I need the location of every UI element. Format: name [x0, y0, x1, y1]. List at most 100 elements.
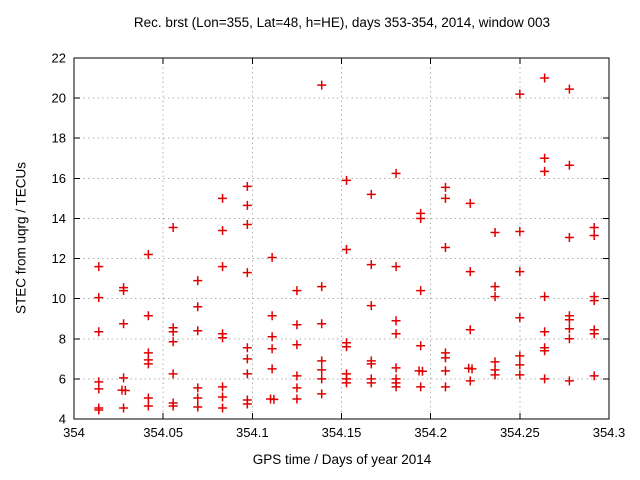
data-point-marker — [564, 376, 574, 386]
data-point-marker — [267, 344, 277, 354]
y-tick-label: 8 — [59, 331, 66, 346]
data-point-marker — [391, 363, 401, 373]
data-point-marker — [366, 189, 376, 199]
data-point-marker — [242, 181, 252, 191]
data-point-marker — [218, 225, 228, 235]
data-point-marker — [242, 200, 252, 210]
data-point-marker — [440, 182, 450, 192]
y-tick-label: 4 — [59, 412, 66, 427]
x-tick-label: 354.25 — [500, 425, 540, 440]
data-point-marker — [218, 382, 228, 392]
data-point-marker — [440, 366, 450, 376]
data-point-marker — [564, 160, 574, 170]
x-tick-label: 354.15 — [322, 425, 362, 440]
data-point-marker — [218, 403, 228, 413]
data-point-marker — [366, 260, 376, 270]
data-point-marker — [540, 292, 550, 302]
data-point-marker — [391, 382, 401, 392]
data-point-marker — [168, 222, 178, 232]
data-point-marker — [193, 326, 203, 336]
x-tick-label: 354.1 — [236, 425, 269, 440]
data-point-marker — [143, 359, 153, 369]
data-point-marker — [589, 371, 599, 381]
data-point-marker — [168, 327, 178, 337]
data-point-marker — [515, 351, 525, 361]
data-point-marker — [94, 405, 104, 415]
data-point-marker — [267, 311, 277, 321]
data-point-marker — [317, 356, 327, 366]
data-point-marker — [540, 346, 550, 356]
data-point-marker — [292, 286, 302, 296]
data-point-marker — [119, 373, 129, 383]
plot-border — [73, 57, 610, 420]
data-point-marker — [94, 262, 104, 272]
data-point-marker — [440, 243, 450, 253]
data-point-marker — [564, 315, 574, 325]
data-point-marker — [193, 276, 203, 286]
data-point-marker — [515, 313, 525, 323]
x-tick-label: 354 — [63, 425, 85, 440]
data-point-marker — [218, 262, 228, 272]
data-point-marker — [564, 324, 574, 334]
y-tick-label: 14 — [52, 211, 66, 226]
data-point-marker — [119, 286, 129, 296]
data-point-marker — [465, 267, 475, 277]
data-point-marker — [416, 213, 426, 223]
data-point-marker — [589, 296, 599, 306]
data-point-marker — [341, 175, 351, 185]
y-tick-label: 22 — [52, 51, 66, 66]
x-tick-label: 354.05 — [143, 425, 183, 440]
data-point-marker — [391, 329, 401, 339]
y-tick-label: 20 — [52, 91, 66, 106]
data-point-marker — [341, 342, 351, 352]
y-tick-label: 6 — [59, 371, 66, 386]
data-point-marker — [317, 365, 327, 375]
data-point-marker — [391, 168, 401, 178]
chart-title: Rec. brst (Lon=355, Lat=48, h=HE), days … — [133, 15, 551, 30]
data-point-marker — [242, 219, 252, 229]
data-point-marker — [416, 286, 426, 296]
data-point-marker — [540, 374, 550, 384]
data-point-marker — [515, 360, 525, 370]
data-point-marker — [242, 369, 252, 379]
data-point-marker — [193, 402, 203, 412]
data-point-marker — [490, 282, 500, 292]
data-point-marker — [94, 327, 104, 337]
data-point-marker — [490, 292, 500, 302]
data-point-marker — [119, 319, 129, 329]
data-point-marker — [564, 334, 574, 344]
data-point-marker — [440, 353, 450, 363]
data-point-marker — [242, 343, 252, 353]
y-tick-label: 10 — [52, 291, 66, 306]
data-point-marker — [490, 370, 500, 380]
data-point-marker — [218, 392, 228, 402]
data-point-marker — [589, 329, 599, 339]
data-point-marker — [292, 340, 302, 350]
data-point-marker — [94, 293, 104, 303]
data-point-marker — [242, 268, 252, 278]
data-point-marker — [515, 370, 525, 380]
data-point-marker — [193, 383, 203, 393]
data-point-marker — [417, 366, 427, 376]
data-point-marker — [267, 253, 277, 263]
data-point-marker — [490, 227, 500, 237]
data-point-marker — [317, 389, 327, 399]
data-point-marker — [366, 301, 376, 311]
data-point-marker — [218, 193, 228, 203]
y-tick-label: 12 — [52, 251, 66, 266]
data-point-marker — [490, 357, 500, 367]
data-point-marker — [440, 382, 450, 392]
data-point-marker — [317, 282, 327, 292]
data-point-marker — [465, 376, 475, 386]
data-point-marker — [540, 153, 550, 163]
y-tick-label: 16 — [52, 171, 66, 186]
x-axis-label: GPS time / Days of year 2014 — [252, 452, 432, 467]
data-point-marker — [218, 333, 228, 343]
data-point-marker — [416, 382, 426, 392]
x-tick-label: 354.3 — [593, 425, 626, 440]
data-point-marker — [242, 399, 252, 409]
data-point-marker — [317, 80, 327, 90]
data-point-marker — [391, 262, 401, 272]
data-point-marker — [292, 383, 302, 393]
